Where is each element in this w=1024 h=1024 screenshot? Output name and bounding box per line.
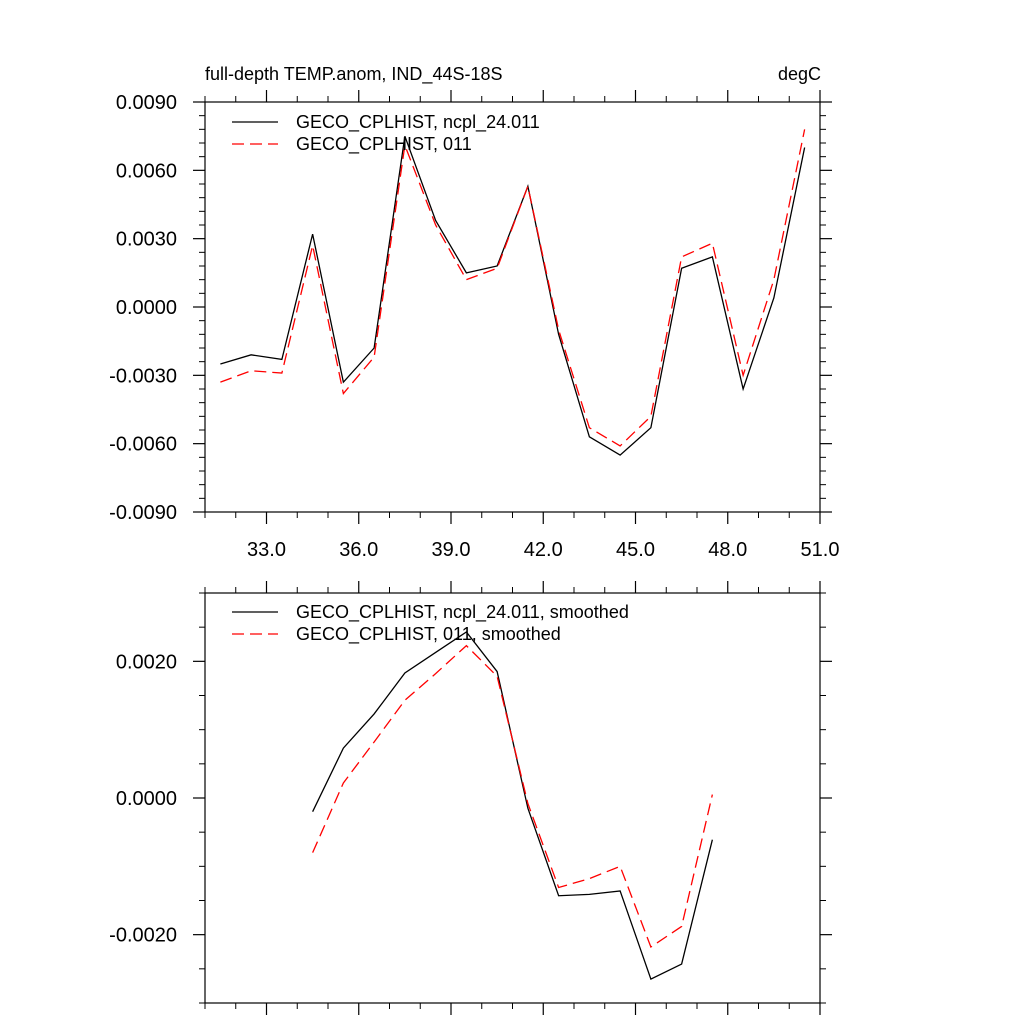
- top-panel: 33.0 36.0 39.0 42.0 45.0 48.0 51.0 0.0090 0.0060…: [109, 90, 839, 561]
- x-tick-label: 42.0: [524, 539, 563, 561]
- x-tick-label: 45.0: [616, 539, 655, 561]
- y-tick-label: -0.0090: [109, 502, 177, 524]
- legend-label: GECO_CPLHIST, 011, smoothed: [296, 624, 561, 645]
- x-tick-label: 51.0: [801, 539, 840, 561]
- y-tick-label: 0.0090: [116, 92, 177, 114]
- y-tick-label: 0.0060: [116, 160, 177, 182]
- y-tick-label: -0.0030: [109, 365, 177, 387]
- y-tick-label: 0.0020: [116, 651, 177, 673]
- bottom-panel: 0.0020 0.0000 -0.0020 GECO_CPLHIST, ncpl_24…: [109, 581, 832, 1015]
- x-tick-label: 39.0: [432, 539, 471, 561]
- legend-label: GECO_CPLHIST, ncpl_24.011: [296, 112, 540, 133]
- x-tick-label: 36.0: [339, 539, 378, 561]
- series-line-1: [312, 631, 714, 980]
- y-tick-label: -0.0020: [109, 925, 177, 947]
- plot-frame: [204, 592, 821, 1004]
- chart-title-left: full-depth TEMP.anom, IND_44S-18S: [205, 64, 503, 85]
- series-line-2: [220, 129, 806, 447]
- legend-label: GECO_CPLHIST, ncpl_24.011, smoothed: [296, 602, 629, 623]
- x-tick-label: 33.0: [247, 539, 286, 561]
- legend-label: GECO_CPLHIST, 011: [296, 134, 472, 155]
- series-line-1: [220, 135, 806, 456]
- y-tick-label: -0.0060: [109, 434, 177, 456]
- y-tick-label: 0.0030: [116, 229, 177, 251]
- y-tick-label: 0.0000: [116, 788, 177, 810]
- x-tick-label: 48.0: [708, 539, 747, 561]
- y-tick-label: 0.0000: [116, 297, 177, 319]
- series-line-2: [312, 644, 714, 948]
- chart-title-right: degC: [778, 64, 821, 84]
